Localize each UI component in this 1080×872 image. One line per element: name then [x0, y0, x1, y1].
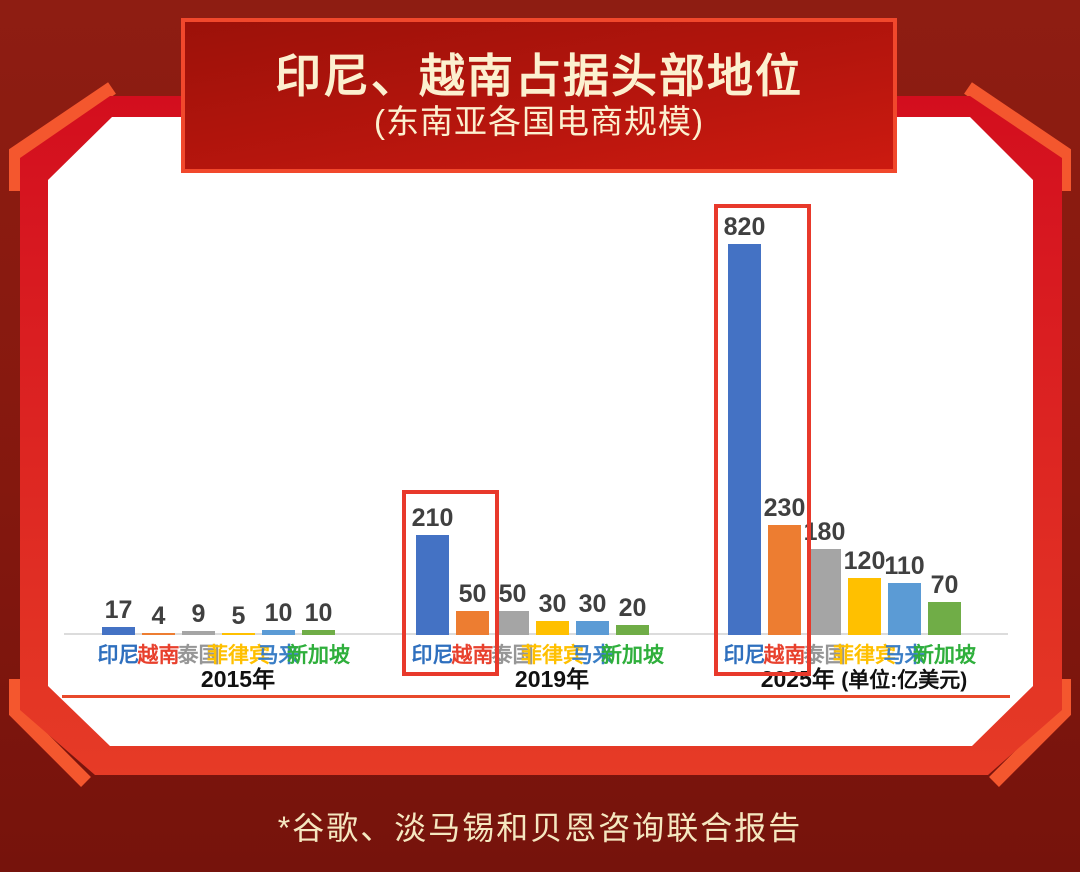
bar [808, 549, 841, 635]
bar-group-2015年: 17 4 9 5 10 10 [102, 200, 335, 635]
corner-accent-bottom-left [9, 679, 91, 787]
bar-value-label: 10 [304, 599, 333, 627]
bar-value-label: 20 [618, 594, 647, 622]
country-label: 越南 [451, 644, 494, 667]
country-label: 新加坡 [287, 644, 350, 667]
country-label: 印尼 [411, 644, 454, 667]
bar [496, 611, 529, 635]
bar-value-label: 4 [151, 602, 166, 630]
country-label: 越南 [137, 644, 180, 667]
title-box: 印尼、越南占据头部地位 (东南亚各国电商规模) [181, 18, 897, 173]
bar-item: 4 [142, 604, 175, 635]
country-label: 印尼 [97, 644, 140, 667]
bar-item: 50 [496, 582, 529, 635]
bar [262, 630, 295, 635]
year-label: 2019年 [514, 666, 590, 692]
bar-item: 70 [928, 573, 961, 635]
unit-note: (单位:亿美元) [841, 669, 968, 692]
bar [142, 633, 175, 635]
country-label: 菲律宾 [521, 644, 584, 667]
bar-item: 230 [764, 496, 805, 635]
bar-item: 30 [536, 592, 569, 635]
bar-value-label: 120 [843, 547, 886, 575]
country-label: 马来 [571, 644, 614, 667]
country-label: 泰国 [491, 644, 534, 667]
highlight-box [714, 204, 811, 676]
bar-value-label: 17 [104, 596, 133, 624]
bar [456, 611, 489, 635]
bar-item: 9 [182, 602, 215, 635]
bar-item: 820 [724, 215, 765, 635]
country-label: 印尼 [723, 644, 766, 667]
page-subtitle: (东南亚各国电商规模) [374, 103, 704, 140]
bar [728, 244, 761, 635]
bar-value-label: 230 [763, 494, 806, 522]
bar-item: 180 [804, 520, 845, 635]
bar-item: 30 [576, 592, 609, 635]
bar-group-2025年: 820 230 180 120 110 70 [724, 200, 961, 635]
country-label: 菲律宾 [207, 644, 270, 667]
bar-item: 120 [844, 549, 885, 635]
country-label: 越南 [763, 644, 806, 667]
bar-group-2019年: 210 50 50 30 30 20 [412, 200, 649, 635]
bar [182, 631, 215, 635]
bar [848, 578, 881, 635]
bar-item: 20 [616, 596, 649, 635]
highlight-box [402, 490, 499, 676]
bar [222, 633, 255, 635]
bar [616, 625, 649, 635]
country-label: 马来 [883, 644, 926, 667]
bar [416, 535, 449, 635]
bar [576, 621, 609, 635]
country-label: 新加坡 [601, 644, 664, 667]
country-label: 泰国 [803, 644, 846, 667]
bar [928, 602, 961, 635]
corner-accent-bottom-right [989, 679, 1071, 787]
bar-value-label: 9 [191, 600, 206, 628]
bar-value-label: 110 [884, 552, 925, 580]
bar-value-label: 820 [723, 213, 766, 241]
bar-item: 110 [884, 554, 925, 635]
source-note: *谷歌、淡马锡和贝恩咨询联合报告 [277, 810, 803, 846]
bar-value-label: 10 [264, 599, 293, 627]
bar-item: 10 [262, 601, 295, 635]
bar-item: 10 [302, 601, 335, 635]
bar [768, 525, 801, 635]
bar [302, 630, 335, 635]
corner-accent-top-right [964, 82, 1071, 191]
bar-item: 50 [456, 582, 489, 635]
page-title: 印尼、越南占据头部地位 [275, 50, 803, 102]
bar-item: 210 [412, 506, 453, 635]
bar [536, 621, 569, 635]
bar [888, 583, 921, 635]
bar-value-label: 70 [930, 571, 959, 599]
bar-value-label: 50 [498, 580, 527, 608]
country-label: 新加坡 [913, 644, 976, 667]
bar-value-label: 50 [458, 580, 487, 608]
bar-value-label: 5 [231, 602, 246, 630]
year-label: 2015年 [200, 666, 276, 692]
bar-value-label: 30 [538, 590, 567, 618]
country-label: 菲律宾 [833, 644, 896, 667]
bar-value-label: 210 [411, 504, 454, 532]
bar-item: 17 [102, 598, 135, 635]
bar [102, 627, 135, 635]
country-label: 泰国 [177, 644, 220, 667]
bottom-divider-line [62, 695, 1010, 698]
bar-value-label: 30 [578, 590, 607, 618]
country-label: 马来 [257, 644, 300, 667]
bar-item: 5 [222, 604, 255, 635]
corner-accent-top-left [9, 82, 116, 191]
